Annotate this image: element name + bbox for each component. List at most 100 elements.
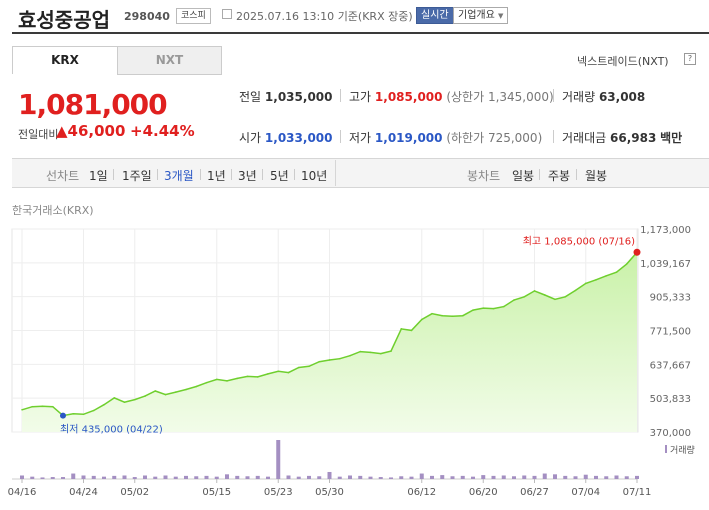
volume-bar bbox=[163, 475, 168, 479]
volume-bar bbox=[522, 475, 527, 479]
y-tick-label: 905,333 bbox=[650, 293, 691, 304]
stat-open-value: 1,033,000 bbox=[264, 131, 333, 145]
period-10y[interactable]: 10년 bbox=[301, 169, 328, 183]
volume-bar bbox=[409, 476, 414, 479]
period-3y[interactable]: 3년 bbox=[238, 169, 257, 183]
x-tick-label: 04/24 bbox=[69, 487, 98, 498]
company-overview-dropdown[interactable]: 기업개요 ▼ bbox=[453, 7, 509, 24]
y-tick-label: 637,667 bbox=[650, 360, 691, 371]
x-tick-label: 06/27 bbox=[520, 487, 549, 498]
volume-bar bbox=[471, 476, 475, 479]
divider bbox=[539, 169, 540, 180]
volume-bar bbox=[337, 476, 342, 479]
candle-monthly[interactable]: 월봉 bbox=[585, 169, 608, 183]
change-percent: +4.44% bbox=[130, 122, 195, 140]
volume-bar bbox=[266, 476, 270, 479]
price-point bbox=[451, 315, 454, 318]
volume-bar bbox=[358, 475, 363, 479]
price-point bbox=[267, 373, 269, 375]
volume-bar bbox=[389, 477, 393, 479]
price-point bbox=[625, 263, 628, 265]
price-point bbox=[308, 365, 310, 368]
company-overview-label: 기업개요 bbox=[458, 10, 495, 21]
y-tick-label: 370,000 bbox=[650, 428, 691, 439]
stat-high-label: 고가 bbox=[349, 90, 372, 104]
stat-prev: 전일 1,035,000 bbox=[239, 88, 333, 105]
tab-nxt[interactable]: NXT bbox=[117, 46, 222, 75]
candle-weekly[interactable]: 주봉 bbox=[548, 169, 571, 183]
volume-bar bbox=[61, 477, 65, 479]
volume-bar bbox=[481, 475, 486, 479]
volume-bar bbox=[614, 475, 619, 479]
market-badge: 코스피 bbox=[176, 8, 211, 24]
period-5y[interactable]: 5년 bbox=[270, 169, 289, 183]
period-1y[interactable]: 1년 bbox=[207, 169, 226, 183]
stat-volume: 거래량 63,008 bbox=[562, 88, 645, 105]
price-point bbox=[41, 405, 44, 408]
up-triangle-icon: ▲ bbox=[56, 122, 68, 140]
candle-chart-label: 봉차트 bbox=[467, 169, 501, 183]
price-point bbox=[236, 377, 239, 380]
stat-prev-label: 전일 bbox=[239, 90, 262, 104]
volume-bar bbox=[348, 475, 352, 479]
volume-bar bbox=[30, 476, 35, 479]
period-1w[interactable]: 1주일 bbox=[122, 169, 152, 183]
divider bbox=[294, 169, 295, 180]
price-point bbox=[277, 370, 280, 373]
price-point bbox=[31, 405, 34, 408]
price-point bbox=[595, 279, 597, 281]
price-point bbox=[51, 405, 54, 408]
volume-bar bbox=[286, 475, 291, 479]
price-point bbox=[441, 314, 444, 317]
divider bbox=[157, 169, 158, 180]
price-point bbox=[164, 393, 167, 396]
price-point bbox=[21, 408, 23, 411]
change-amount: 46,000 bbox=[67, 122, 126, 140]
change-value: ▲46,000 bbox=[56, 122, 125, 140]
price-point bbox=[513, 299, 515, 301]
period-3m[interactable]: 3개월 bbox=[164, 169, 194, 183]
volume-bar bbox=[450, 476, 455, 479]
period-1d[interactable]: 1일 bbox=[89, 169, 108, 183]
x-tick-label: 06/20 bbox=[469, 487, 498, 498]
volume-bar bbox=[102, 476, 106, 479]
volume-bar bbox=[399, 476, 404, 479]
volume-bar bbox=[532, 475, 537, 479]
low-marker bbox=[60, 412, 66, 419]
datetime-value: 2025.07.16 13:10 bbox=[236, 10, 335, 23]
high-label: 최고 1,085,000 (07/16) bbox=[523, 235, 635, 247]
price-point bbox=[338, 357, 341, 360]
volume-bar bbox=[112, 475, 117, 479]
price-point bbox=[605, 274, 608, 277]
volume-bar bbox=[553, 474, 557, 479]
period-bar bbox=[12, 158, 709, 188]
stock-name: 효성중공업 bbox=[18, 8, 110, 32]
price-point bbox=[297, 366, 300, 369]
volume-bar bbox=[235, 475, 240, 479]
price-point bbox=[349, 354, 351, 357]
price-point bbox=[400, 328, 403, 330]
volume-bar bbox=[491, 475, 496, 479]
price-point bbox=[410, 329, 413, 332]
stat-open: 시가 1,033,000 bbox=[239, 129, 333, 146]
nextrade-link[interactable]: 넥스트레이드(NXT) bbox=[577, 55, 669, 68]
tab-krx[interactable]: KRX bbox=[12, 46, 118, 74]
x-tick-label: 04/16 bbox=[8, 487, 37, 498]
price-point bbox=[492, 307, 495, 310]
price-point bbox=[72, 412, 75, 415]
y-tick-label: 1,173,000 bbox=[640, 225, 691, 236]
help-icon[interactable]: ? bbox=[684, 53, 696, 65]
volume-bar bbox=[20, 475, 24, 479]
price-point bbox=[533, 290, 536, 292]
candle-daily[interactable]: 일봉 bbox=[512, 169, 535, 183]
price-point bbox=[256, 376, 259, 378]
stat-amount-value: 66,983 bbox=[610, 131, 657, 145]
stat-amount-unit: 백만 bbox=[660, 131, 683, 145]
volume-bar bbox=[132, 477, 137, 479]
price-point bbox=[461, 314, 464, 317]
volume-bar bbox=[317, 476, 322, 479]
y-tick-label: 771,500 bbox=[650, 327, 691, 338]
price-point bbox=[92, 409, 95, 412]
volume-bar bbox=[71, 473, 76, 479]
stat-low-value: 1,019,000 bbox=[374, 131, 443, 145]
